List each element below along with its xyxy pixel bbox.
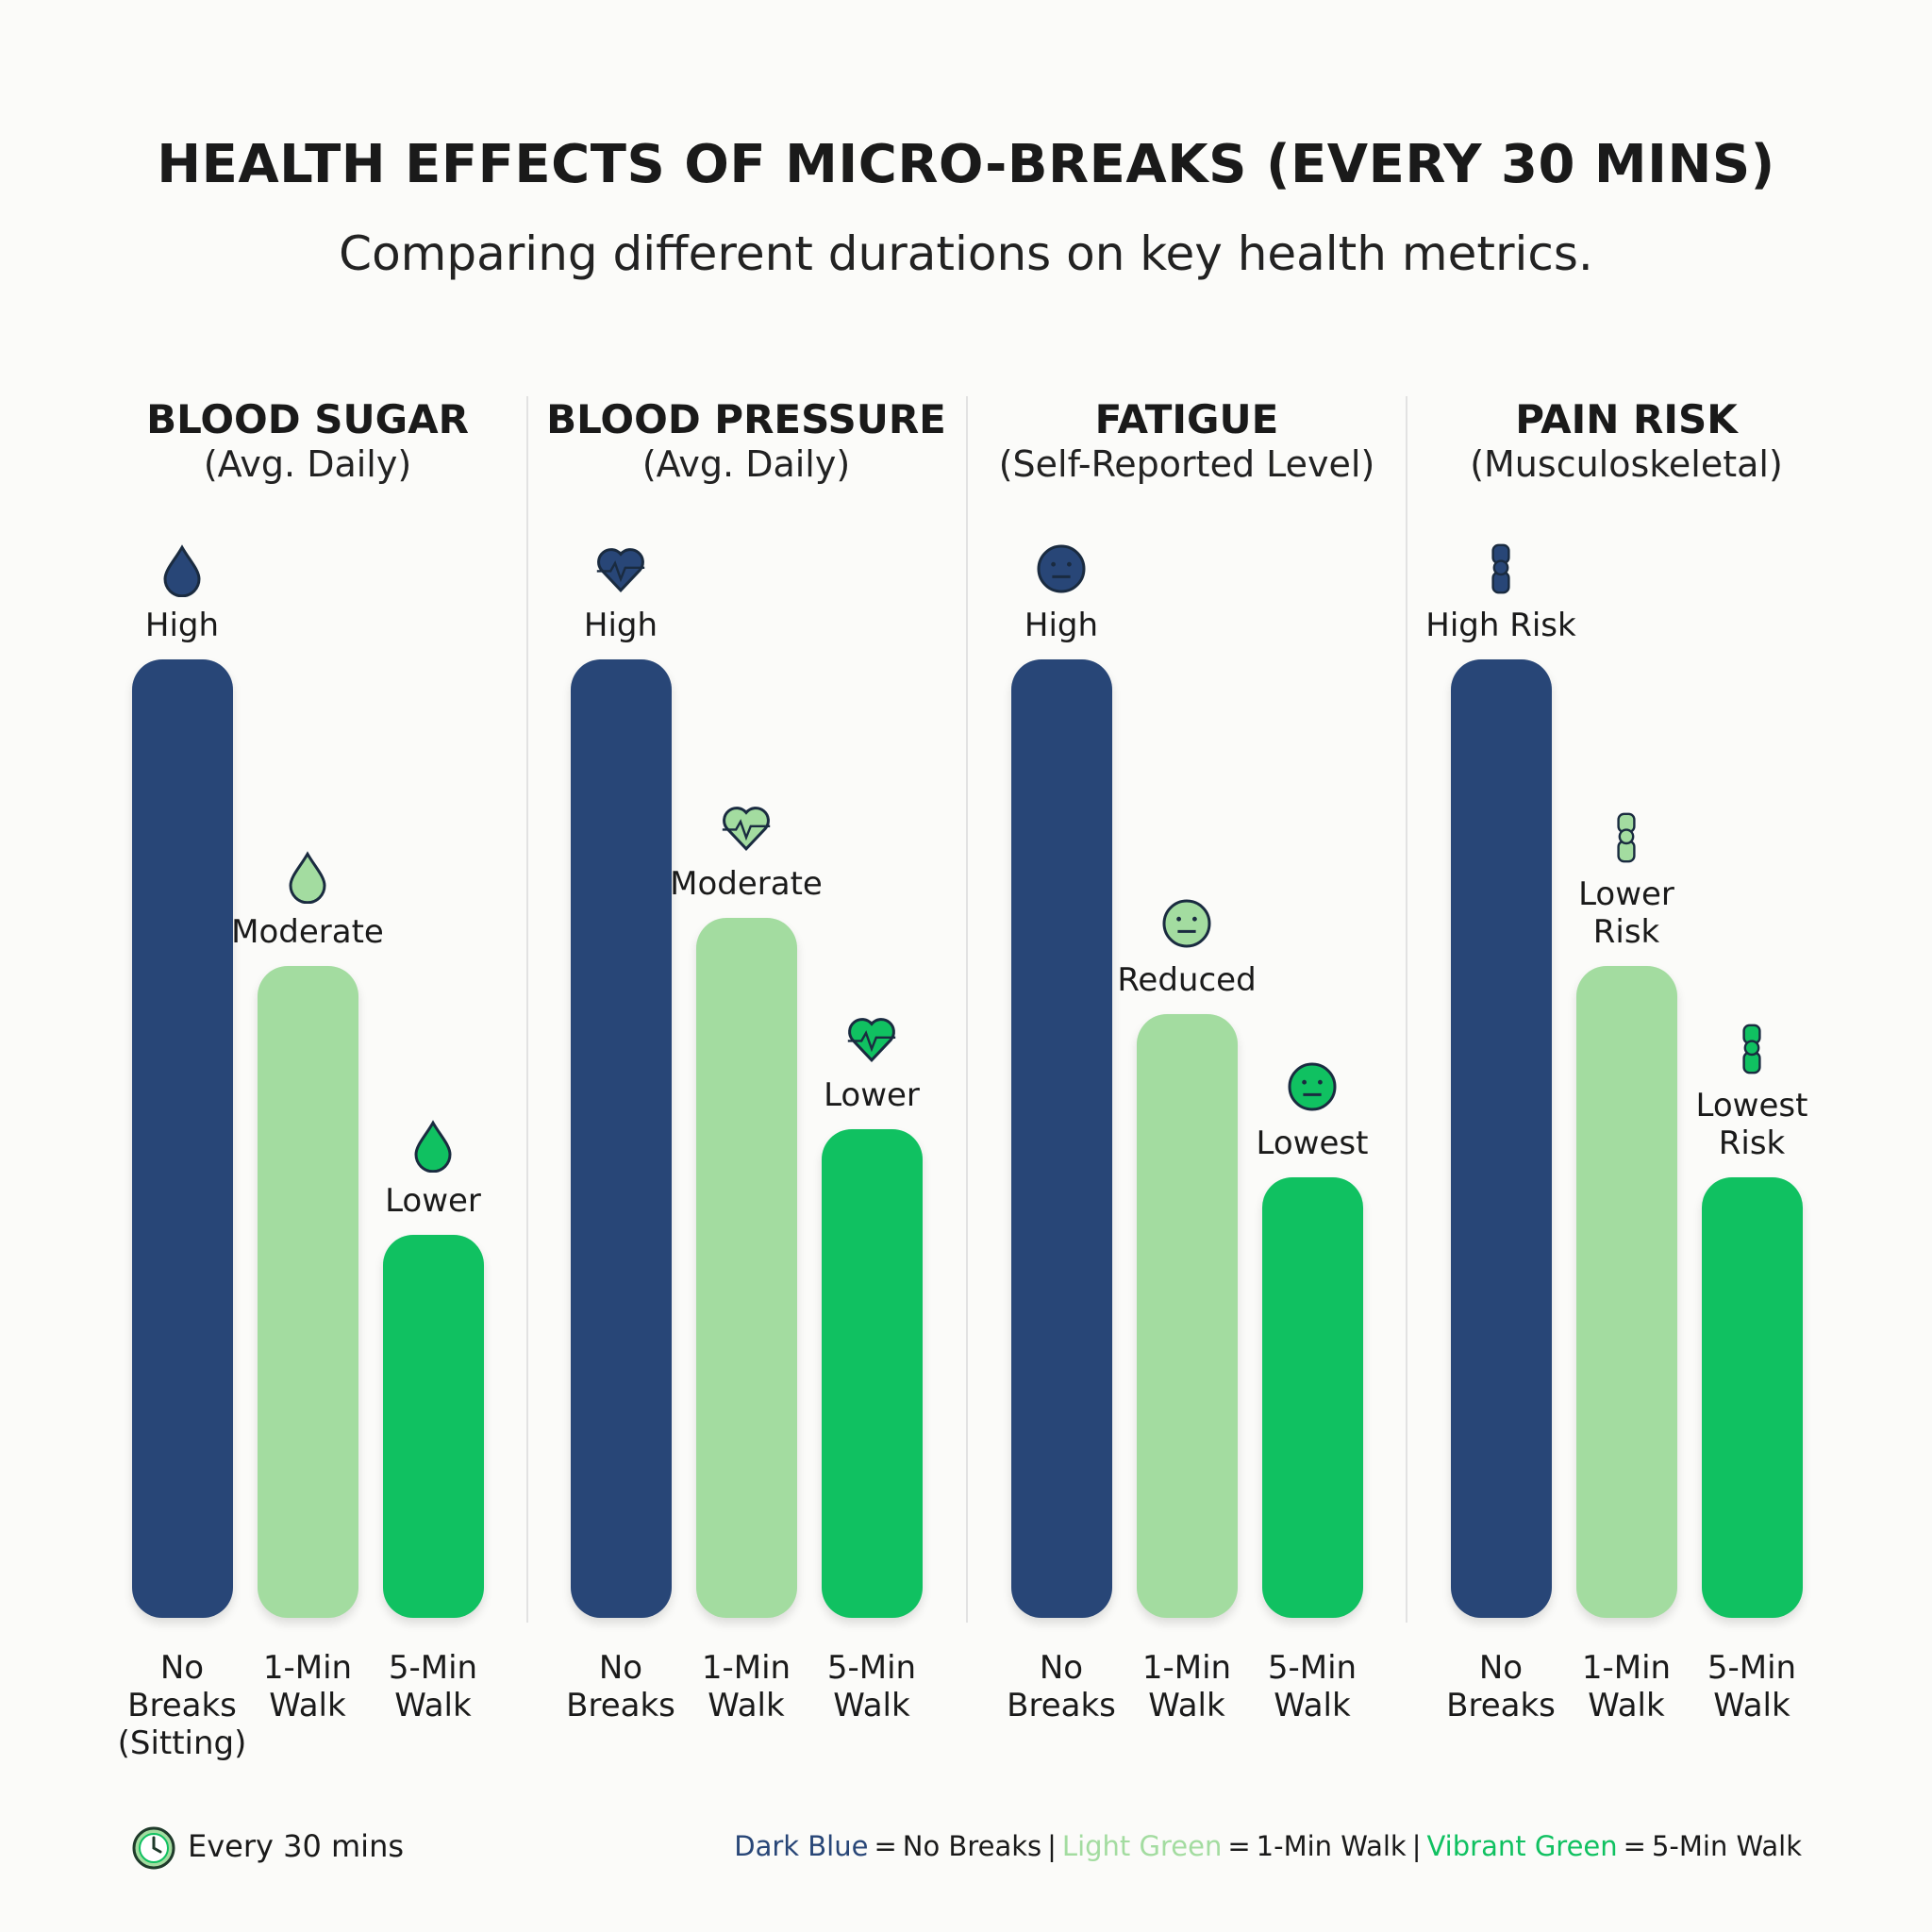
bar-icon [163, 544, 201, 597]
panel-title: PAIN RISK [1515, 396, 1738, 442]
x-tick-label: No Breaks (Sitting) [117, 1649, 247, 1762]
bar-label: Lower [385, 1181, 481, 1220]
bar-label: Lowest [1256, 1124, 1369, 1162]
legend-separator: | [1411, 1830, 1422, 1862]
panel-title: FATIGUE [1094, 396, 1279, 442]
x-tick-label: No Breaks [1446, 1649, 1556, 1724]
bar-icon [847, 1017, 896, 1062]
bar-icon [722, 807, 771, 852]
x-tick-label: 1-Min Walk [1581, 1649, 1672, 1724]
legend-separator: | [1047, 1830, 1057, 1862]
bar [1450, 659, 1552, 1618]
bar-label: High [1024, 607, 1099, 644]
bar [821, 1128, 923, 1618]
bar-label: High Risk [1425, 607, 1576, 644]
panel-title: BLOOD SUGAR [146, 396, 469, 442]
bar-icon [1491, 543, 1510, 594]
panel-title: BLOOD PRESSURE [546, 396, 946, 442]
bar-label: High [583, 607, 658, 644]
bar-label: High [144, 607, 220, 644]
bar-icon [1037, 544, 1086, 593]
x-tick-label: 1-Min Walk [262, 1649, 353, 1724]
x-tick-label: 5-Min Walk [826, 1649, 917, 1724]
bar-icon [1288, 1062, 1337, 1111]
bar-label: Lowest Risk [1695, 1086, 1808, 1162]
bar [131, 659, 233, 1618]
x-tick-label: 5-Min Walk [388, 1649, 478, 1724]
bar-icon [1617, 812, 1636, 863]
legend-swatch-text: Dark Blue [734, 1830, 869, 1862]
bar [1701, 1176, 1803, 1618]
bar-icon [1162, 899, 1211, 948]
panel-divider [526, 396, 528, 1623]
title: HEALTH EFFECTS OF MICRO-BREAKS (EVERY 30… [157, 134, 1775, 195]
bar-icon [289, 851, 326, 905]
bar [257, 966, 358, 1618]
bar-label: Moderate [670, 865, 823, 904]
legend-equals: = [1227, 1830, 1251, 1862]
panel-subtitle: (Self-Reported Level) [998, 443, 1375, 485]
legend-label: 5-Min Walk [1651, 1830, 1802, 1862]
legend-equals: = [1623, 1830, 1646, 1862]
bar-label: Moderate [231, 913, 384, 952]
bar [1010, 659, 1112, 1618]
x-tick-label: 5-Min Walk [1707, 1649, 1797, 1724]
panel-subtitle: (Avg. Daily) [641, 443, 851, 485]
panel-subtitle: (Avg. Daily) [203, 443, 412, 485]
clock-icon [132, 1826, 175, 1870]
legend-label: No Breaks [902, 1830, 1042, 1862]
x-tick-label: No Breaks [566, 1649, 675, 1724]
footer-note: Every 30 mins [188, 1828, 405, 1864]
legend-swatch-text: Vibrant Green [1426, 1830, 1618, 1862]
bar [570, 659, 672, 1618]
panel-divider [966, 396, 968, 1623]
bar-label: Lower [824, 1075, 920, 1114]
panel-divider [1406, 396, 1407, 1623]
bar [1575, 966, 1677, 1618]
bar-icon [596, 548, 645, 592]
x-tick-label: 1-Min Walk [701, 1649, 791, 1724]
bar [1136, 1013, 1238, 1618]
bar-label: Lower Risk [1578, 875, 1674, 952]
bar [382, 1234, 484, 1618]
legend-label: 1-Min Walk [1256, 1830, 1407, 1862]
bar-icon [1742, 1024, 1761, 1074]
legend: Dark Blue = No Breaks | Light Green = 1-Min Wa… [734, 1830, 1802, 1862]
x-tick-label: No Breaks [1007, 1649, 1116, 1724]
legend-swatch-text: Light Green [1061, 1830, 1223, 1862]
bar [1261, 1176, 1363, 1618]
x-tick-label: 5-Min Walk [1267, 1649, 1357, 1724]
bar [695, 918, 797, 1618]
x-tick-label: 1-Min Walk [1141, 1649, 1232, 1724]
bar-icon [414, 1119, 452, 1173]
legend-equals: = [874, 1830, 897, 1862]
panel-subtitle: (Musculoskeletal) [1470, 443, 1783, 485]
subtitle: Comparing different durations on key hea… [339, 226, 1593, 281]
bar-label: Reduced [1117, 960, 1257, 999]
